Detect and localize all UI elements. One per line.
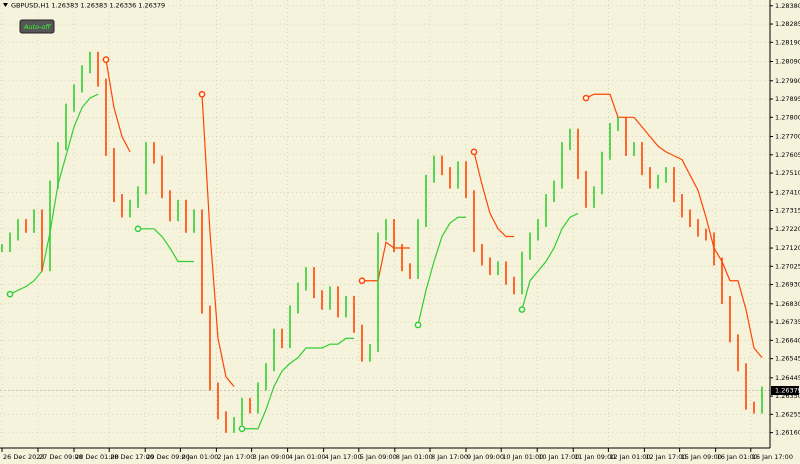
x-tick-label: 16 Jan 17:00 <box>752 453 793 461</box>
x-tick-label: 12 Jan 17:00 <box>645 453 686 461</box>
y-tick-label: 1.27800 <box>775 113 800 121</box>
trailing-stop-line <box>9 93 579 430</box>
x-tick-label: 26 Dec 2023 <box>3 453 45 461</box>
x-tick-label: 28 Dec 01:00 <box>75 453 119 461</box>
y-tick-label: 1.27025 <box>775 262 800 270</box>
x-tick-label: 15 Jan 09:00 <box>681 453 722 461</box>
x-tick-label: 16 Jan 01:00 <box>717 453 758 461</box>
auto-button-label[interactable]: Auto-off <box>23 23 51 31</box>
y-tick-label: 1.28285 <box>775 20 800 28</box>
signal-marker <box>198 90 206 98</box>
signal-marker <box>582 94 590 102</box>
x-tick-label: 8 Jan 17:00 <box>431 453 468 461</box>
y-tick-label: 1.27120 <box>775 244 800 252</box>
y-tick-label: 1.27605 <box>775 151 800 159</box>
x-tick-label: 9 Jan 09:00 <box>467 453 504 461</box>
auto-button[interactable] <box>19 19 55 34</box>
y-tick-label: 1.27895 <box>775 95 800 103</box>
y-tick-label: 1.26640 <box>775 336 800 344</box>
y-tick-label: 1.26160 <box>775 429 800 437</box>
x-tick-label: 27 Dec 09:00 <box>39 453 83 461</box>
plot <box>1 51 763 433</box>
x-tick-label: 11 Jan 09:00 <box>574 453 615 461</box>
x-tick-label: 8 Jan 01:00 <box>396 453 433 461</box>
x-tick-label: 29 Dec 09:00 <box>146 453 190 461</box>
signal-marker <box>102 56 110 63</box>
y-tick-label: 1.26350 <box>775 392 800 400</box>
menu-triangle[interactable] <box>3 3 8 7</box>
y-tick-label: 1.26445 <box>775 374 800 382</box>
y-tick-label: 1.27220 <box>775 225 800 233</box>
signal-marker <box>238 425 246 433</box>
x-tick-label: 2 Jan 17:00 <box>217 453 254 461</box>
signal-marker <box>518 306 526 313</box>
y-tick-label: 1.27315 <box>775 207 800 215</box>
y-tick-label: 1.26830 <box>775 300 800 308</box>
last-price-label: 1.26379 <box>775 387 800 395</box>
signal-marker <box>6 290 14 298</box>
x-tick-label: 5 Jan 09:00 <box>360 453 397 461</box>
signal-marker <box>414 321 422 329</box>
y-tick-label: 1.27510 <box>775 169 800 177</box>
signal-marker <box>470 148 478 156</box>
y-tick-label: 1.26735 <box>775 318 800 326</box>
x-tick-label: 4 Jan 01:00 <box>289 453 326 461</box>
signal-marker <box>134 225 142 233</box>
x-tick-label: 2 Jan 01:00 <box>181 453 218 461</box>
x-tick-label: 10 Jan 17:00 <box>538 453 579 461</box>
y-tick-label: 1.27410 <box>775 188 800 196</box>
trailing-stop-line <box>105 59 763 387</box>
y-tick-label: 1.26545 <box>775 355 800 363</box>
x-tick-label: 4 Jan 17:00 <box>325 453 362 461</box>
signal-marker <box>358 277 366 285</box>
y-tick-label: 1.26255 <box>775 410 800 418</box>
y-tick-label: 1.26930 <box>775 281 800 289</box>
x-tick-label: 28 Dec 17:00 <box>110 453 154 461</box>
x-tick-label: 12 Jan 01:00 <box>609 453 650 461</box>
y-tick-label: 1.28380 <box>775 2 800 10</box>
chart-title: GBPUSD,H1 1.26383 1.26383 1.26336 1.2637… <box>11 2 165 10</box>
y-tick-label: 1.28190 <box>775 38 800 46</box>
x-tick-label: 3 Jan 09:00 <box>253 453 290 461</box>
y-tick-label: 1.27990 <box>775 77 800 85</box>
last-price-box <box>771 386 799 396</box>
grid <box>0 0 770 448</box>
y-tick-label: 1.27700 <box>775 133 800 141</box>
x-tick-label: 10 Jan 01:00 <box>502 453 543 461</box>
y-tick-label: 1.28090 <box>775 58 800 66</box>
